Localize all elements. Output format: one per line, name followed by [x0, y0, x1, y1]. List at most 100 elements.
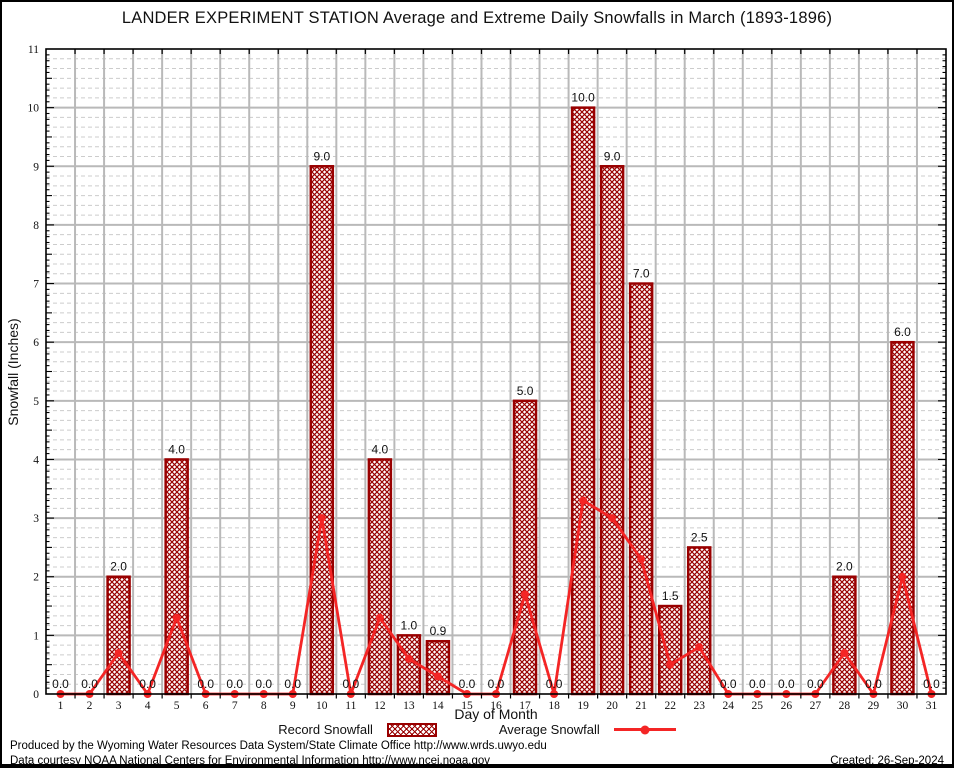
footer-produced-by: Produced by the Wyoming Water Resources …: [10, 740, 547, 752]
average-point-day-12: [375, 613, 384, 622]
x-tick-label: 7: [232, 700, 238, 712]
average-point-day-13: [404, 654, 413, 663]
y-tick-label: 7: [33, 279, 39, 291]
record-bar-day-23: [686, 546, 712, 696]
legend-record-label: Record Snowfall: [278, 722, 373, 737]
average-point-day-23: [695, 643, 704, 652]
x-tick-label: 25: [752, 700, 764, 712]
record-bar-day-22: [657, 604, 683, 696]
footer-data-courtesy: Data courtesy NOAA National Centers for …: [10, 755, 491, 767]
chart-legend: Record Snowfall Average Snowfall: [2, 722, 952, 737]
record-bar-day-12: [367, 458, 393, 696]
y-axis-label: Snowfall (Inches): [5, 318, 21, 426]
value-label-day-20: 9.0: [604, 149, 621, 163]
x-tick-label: 18: [548, 700, 560, 712]
value-label-day-28: 2.0: [836, 560, 853, 574]
average-point-day-21: [637, 555, 646, 564]
value-label-day-14: 0.9: [430, 624, 447, 638]
x-tick-label: 13: [403, 700, 415, 712]
x-tick-label: 19: [577, 700, 589, 712]
record-bar-day-14: [425, 639, 451, 696]
value-label-day-12: 4.0: [372, 442, 389, 456]
value-label-day-30: 6.0: [894, 325, 911, 339]
value-label-day-8: 0.0: [255, 677, 272, 691]
x-tick-label: 24: [723, 700, 735, 712]
value-label-day-16: 0.0: [488, 677, 505, 691]
average-point-day-17: [521, 590, 530, 599]
average-point-day-20: [608, 514, 617, 523]
x-tick-label: 21: [635, 700, 647, 712]
x-tick-label: 17: [519, 700, 531, 712]
footer-created-date: Created: 26-Sep-2024: [830, 755, 944, 767]
record-bar-swatch-icon: [386, 722, 437, 737]
gridlines: [46, 49, 946, 694]
value-label-day-1: 0.0: [52, 677, 69, 691]
x-tick-label: 30: [897, 700, 909, 712]
axes: [45, 48, 947, 699]
record-bar-day-28: [832, 575, 857, 696]
line-marker-icon: [640, 725, 650, 734]
x-tick-label: 23: [693, 700, 705, 712]
value-label-day-25: 0.0: [749, 677, 766, 691]
value-label-day-5: 4.0: [168, 442, 185, 456]
x-tick-label: 14: [432, 700, 444, 712]
value-label-day-7: 0.0: [226, 677, 243, 691]
x-tick-label: 27: [810, 700, 822, 712]
x-tick-label: 6: [203, 700, 209, 712]
value-label-day-19: 10.0: [571, 91, 595, 105]
x-tick-label: 11: [345, 700, 356, 712]
value-label-day-24: 0.0: [720, 677, 737, 691]
x-tick-label: 3: [116, 700, 122, 712]
average-point-day-10: [317, 514, 326, 523]
x-tick-label: 26: [781, 700, 793, 712]
average-line-swatch-icon: [613, 725, 676, 734]
average-point-day-5: [172, 613, 181, 622]
value-label-day-17: 5.0: [517, 384, 534, 398]
record-bar-day-21: [628, 282, 654, 696]
value-label-day-26: 0.0: [778, 677, 795, 691]
average-point-day-22: [666, 660, 675, 669]
record-bar-day-3: [106, 575, 131, 696]
x-tick-label: 1: [58, 700, 64, 712]
legend-average-label: Average Snowfall: [498, 722, 600, 737]
record-bar-day-5: [164, 458, 189, 696]
x-tick-label: 5: [174, 700, 180, 712]
y-tick-label: 3: [33, 513, 39, 525]
x-tick-label: 2: [87, 700, 93, 712]
value-label-day-31: 0.0: [923, 677, 940, 691]
record-bar-day-30: [890, 340, 915, 696]
record-snowfall-bars: [106, 106, 915, 696]
value-label-day-29: 0.0: [865, 677, 882, 691]
x-tick-label: 10: [316, 700, 328, 712]
value-label-day-22: 1.5: [662, 589, 679, 603]
x-tick-label: 16: [490, 700, 502, 712]
value-label-day-6: 0.0: [197, 677, 214, 691]
x-tick-label: 9: [290, 700, 296, 712]
average-point-day-19: [579, 496, 588, 505]
x-tick-label: 8: [261, 700, 267, 712]
y-tick-label: 0: [33, 689, 39, 701]
value-label-day-4: 0.0: [139, 677, 156, 691]
value-label-day-15: 0.0: [459, 677, 476, 691]
x-tick-label: 4: [145, 700, 151, 712]
value-label-day-9: 0.0: [284, 677, 301, 691]
x-tick-label: 29: [868, 700, 880, 712]
x-tick-label: 20: [606, 700, 618, 712]
x-tick-label: 12: [374, 700, 386, 712]
y-tick-label: 8: [33, 220, 39, 232]
y-tick-label: 1: [33, 630, 39, 642]
average-point-day-28: [840, 648, 849, 657]
value-label-day-10: 9.0: [313, 149, 330, 163]
y-tick-label: 9: [33, 161, 39, 173]
x-axis-label: Day of Month: [454, 706, 538, 722]
value-label-day-18: 0.0: [546, 677, 563, 691]
average-point-day-30: [898, 572, 907, 581]
value-labels: 0.0 0.0 2.0 0.0 4.0 0.0 0.0 0.0 0.0 9.0 0.0 4.0 1.0 0…: [52, 91, 940, 691]
x-tick-label: 31: [926, 700, 938, 712]
value-label-day-27: 0.0: [807, 677, 824, 691]
value-label-day-13: 1.0: [401, 618, 418, 632]
y-tick-label: 6: [33, 337, 39, 349]
